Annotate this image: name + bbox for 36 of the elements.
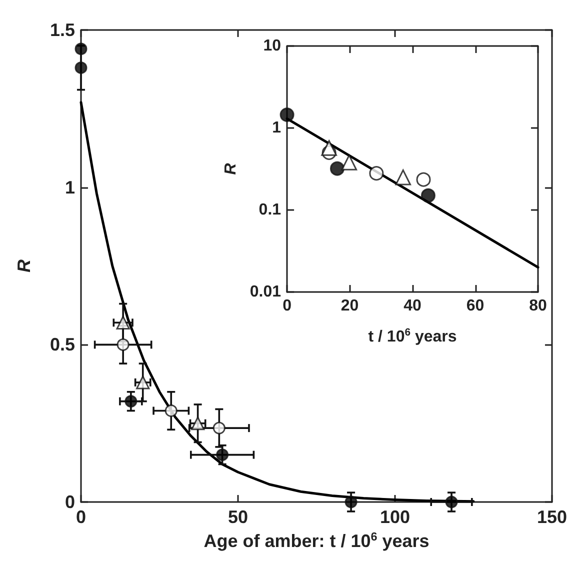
y-tick-label: 10 — [263, 38, 282, 54]
y-tick-label: 0 — [64, 492, 75, 512]
x-tick-label: 150 — [536, 507, 568, 527]
point — [216, 448, 229, 462]
point — [416, 172, 431, 187]
point — [445, 496, 458, 508]
y-tick-label: 0.1 — [258, 202, 282, 218]
x-tick-label: 60 — [466, 298, 484, 314]
y-tick-label: 1.5 — [50, 20, 75, 40]
point — [116, 338, 130, 351]
y-tick-label: 0.01 — [250, 284, 282, 300]
point — [395, 169, 412, 186]
point — [164, 404, 178, 417]
point — [344, 496, 358, 508]
x-tick-label: 0 — [282, 298, 292, 314]
x-tick-label: 20 — [340, 298, 359, 314]
point — [330, 161, 344, 176]
y-tick-label: 1 — [64, 177, 75, 198]
point — [420, 188, 436, 203]
x-tick-label: 80 — [529, 298, 547, 314]
point — [116, 316, 130, 330]
y-tick-label: 0.5 — [50, 334, 75, 355]
point — [74, 62, 88, 74]
x-tick-label: 50 — [228, 507, 248, 527]
point — [124, 395, 138, 408]
point — [280, 108, 294, 122]
y-axis-title: R — [222, 162, 240, 175]
point — [341, 154, 358, 170]
point — [74, 42, 88, 56]
y-axis-title: R — [14, 260, 34, 272]
x-tick-label: 40 — [404, 298, 422, 314]
point — [321, 140, 337, 156]
x-tick-label: 100 — [380, 507, 410, 527]
point — [212, 422, 226, 434]
point — [369, 166, 384, 181]
y-tick-label: 1 — [272, 120, 282, 136]
